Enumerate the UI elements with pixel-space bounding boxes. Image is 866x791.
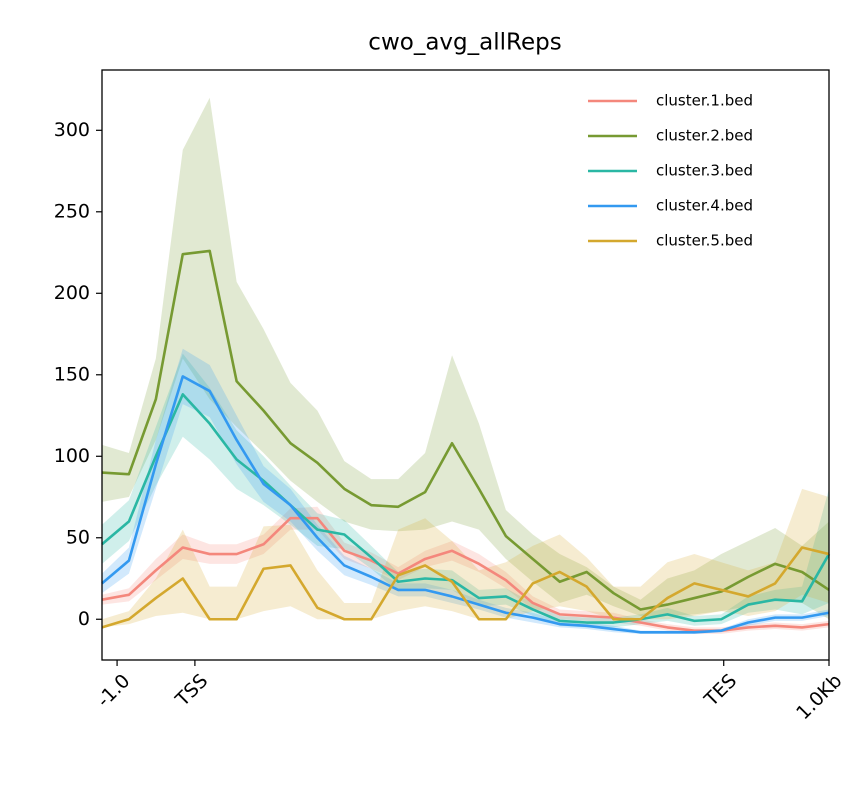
confidence-band	[102, 348, 829, 634]
series-line	[101, 546, 830, 629]
y-tick-label: 200	[54, 282, 90, 304]
legend-label: cluster.1.bed	[656, 92, 753, 110]
legend-label: cluster.2.bed	[656, 127, 753, 145]
plot-area	[101, 97, 831, 634]
confidence-band	[102, 353, 829, 628]
y-tick-label: 250	[54, 200, 90, 222]
y-tick-label: 300	[54, 119, 90, 141]
legend-label: cluster.3.bed	[656, 162, 753, 180]
confidence-band	[102, 97, 829, 620]
series-line	[101, 393, 831, 624]
plot-frame	[101, 69, 830, 661]
y-tick-label: 150	[54, 363, 90, 385]
y-tick-label: 100	[54, 445, 90, 467]
legend-label: cluster.4.bed	[656, 197, 753, 215]
series-line	[101, 249, 830, 611]
y-tick-label: 50	[66, 526, 90, 548]
chart-title: cwo_avg_allReps	[368, 30, 561, 56]
y-tick-label: 0	[78, 608, 90, 630]
legend-label: cluster.5.bed	[656, 232, 753, 250]
